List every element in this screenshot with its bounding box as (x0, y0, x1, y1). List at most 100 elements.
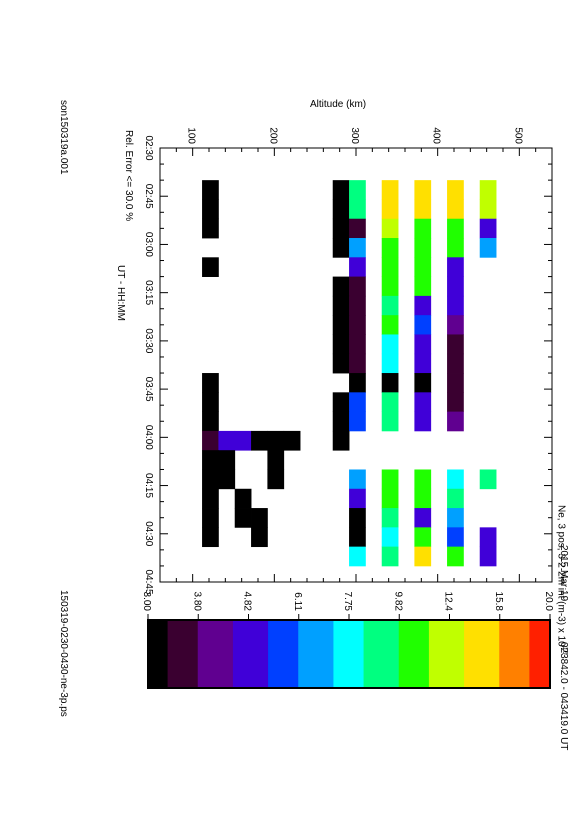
heatmap-cell (447, 238, 464, 258)
heatmap-cell (414, 295, 432, 316)
colorbar-segment (368, 620, 375, 688)
colorbar-tick-label: 7.75 (342, 592, 353, 612)
colorbar-segment (258, 620, 264, 688)
heatmap-cell (349, 392, 366, 413)
colorbar-segment (303, 620, 309, 688)
colorbar-segment (504, 620, 510, 688)
heatmap-cell (381, 488, 399, 509)
heatmap-cell (234, 508, 252, 528)
colorbar-segment (343, 620, 349, 688)
colorbar-segment (283, 620, 289, 688)
heatmap-cell (414, 488, 432, 509)
heatmap-cell (381, 527, 399, 548)
x-tick-label: 04:15 (143, 473, 154, 498)
colorbar-segment (469, 620, 475, 688)
heatmap-cell (447, 527, 464, 548)
heatmap-cell (202, 180, 219, 200)
heatmap-cell (447, 353, 464, 374)
heatmap-cell (414, 238, 432, 258)
colorbar-segment (328, 620, 334, 688)
colorbar-segment (398, 620, 405, 688)
colorbar-segment (534, 620, 540, 688)
heatmap-cell (414, 315, 432, 335)
colorbar-segment (363, 620, 370, 688)
colorbar-segment (263, 620, 269, 688)
heatmap-cell (479, 527, 497, 548)
colorbar-segment (333, 620, 339, 688)
heatmap-cell (349, 238, 366, 258)
heatmap-cell (349, 180, 366, 200)
heatmap-cell (283, 430, 301, 451)
heatmap-cell (332, 392, 350, 413)
colorbar-segment (152, 620, 159, 688)
heatmap-cell (218, 450, 236, 470)
colorbar-segment (182, 620, 189, 688)
heatmap-cell (202, 508, 219, 528)
heatmap-cell (332, 295, 350, 316)
site-code-label: son150319a.001 (58, 100, 69, 175)
parameter-title-text: Ne, 3 pos, 3-2-2m int (m-3) x 10 (555, 505, 567, 647)
colorbar-tick-label: 3.80 (191, 592, 202, 612)
heatmap-axes: 02:30 02:45 03:00 03:15 03:30 03:45 04:00 04:15… (143, 127, 553, 595)
heatmap-cell (349, 508, 366, 528)
heatmap-cell (447, 411, 464, 432)
heatmap-cell (447, 508, 464, 528)
colorbar-segment (393, 620, 400, 688)
heatmap-cell (414, 257, 432, 277)
colorbar-segment (308, 620, 314, 688)
colorbar-segment (403, 620, 410, 688)
heatmap-cell (414, 546, 432, 567)
heatmap-cells (202, 180, 497, 567)
colorbar-segment (524, 620, 530, 688)
heatmap-cell (332, 199, 350, 220)
heatmap-cell (381, 546, 399, 567)
heatmap-cell (202, 199, 219, 220)
heatmap-cell (349, 218, 366, 239)
colorbar-segment (428, 620, 435, 688)
colorbar-tick-label: 3.00 (141, 592, 152, 612)
heatmap-cell (267, 450, 285, 470)
colorbar-tick-label: 9.82 (392, 592, 403, 612)
heatmap-cell (332, 180, 350, 200)
heatmap-cell (447, 180, 464, 200)
colorbar-segment (278, 620, 284, 688)
heatmap-cell (447, 334, 464, 355)
colorbar-segment (293, 620, 299, 688)
heatmap-cell (202, 411, 219, 432)
heatmap-cell (447, 257, 464, 277)
heatmap-cell (381, 257, 399, 277)
heatmap-cell (381, 180, 399, 200)
heatmap-cell (332, 334, 350, 355)
colorbar-segment (489, 620, 495, 688)
y-tick-label: 400 (431, 127, 442, 144)
heatmap-cell (381, 508, 399, 528)
heatmap-cell (251, 430, 268, 451)
colorbar-segment (443, 620, 450, 688)
heatmap-cell (381, 199, 399, 220)
colorbar-segment (338, 620, 344, 688)
colorbar-segment (519, 620, 525, 688)
colorbar-segment (509, 620, 515, 688)
heatmap-cell (447, 392, 464, 413)
rel-error-label: Rel. Error <= 30.0 % (123, 130, 134, 222)
heatmap-cell (414, 276, 432, 297)
heatmap-cell (349, 546, 366, 567)
colorbar-tick-label: 15.8 (493, 592, 504, 612)
heatmap-cell (447, 218, 464, 239)
y-tick-label: 200 (267, 127, 278, 144)
colorbar-segment (172, 620, 179, 688)
heatmap-cell (202, 430, 219, 451)
colorbar-segment (373, 620, 380, 688)
heatmap-cell (251, 527, 268, 548)
heatmap-cell (349, 353, 366, 374)
colorbar-segment (323, 620, 329, 688)
heatmap-cell (234, 430, 252, 451)
heatmap-cell (349, 295, 366, 316)
parameter-exponent: 10 (561, 646, 568, 655)
heatmap-cell (479, 180, 497, 200)
colorbar-segment (318, 620, 324, 688)
y-tick-label: 100 (186, 127, 197, 144)
heatmap-cell (447, 295, 464, 316)
x-tick-label: 04:00 (143, 425, 154, 450)
